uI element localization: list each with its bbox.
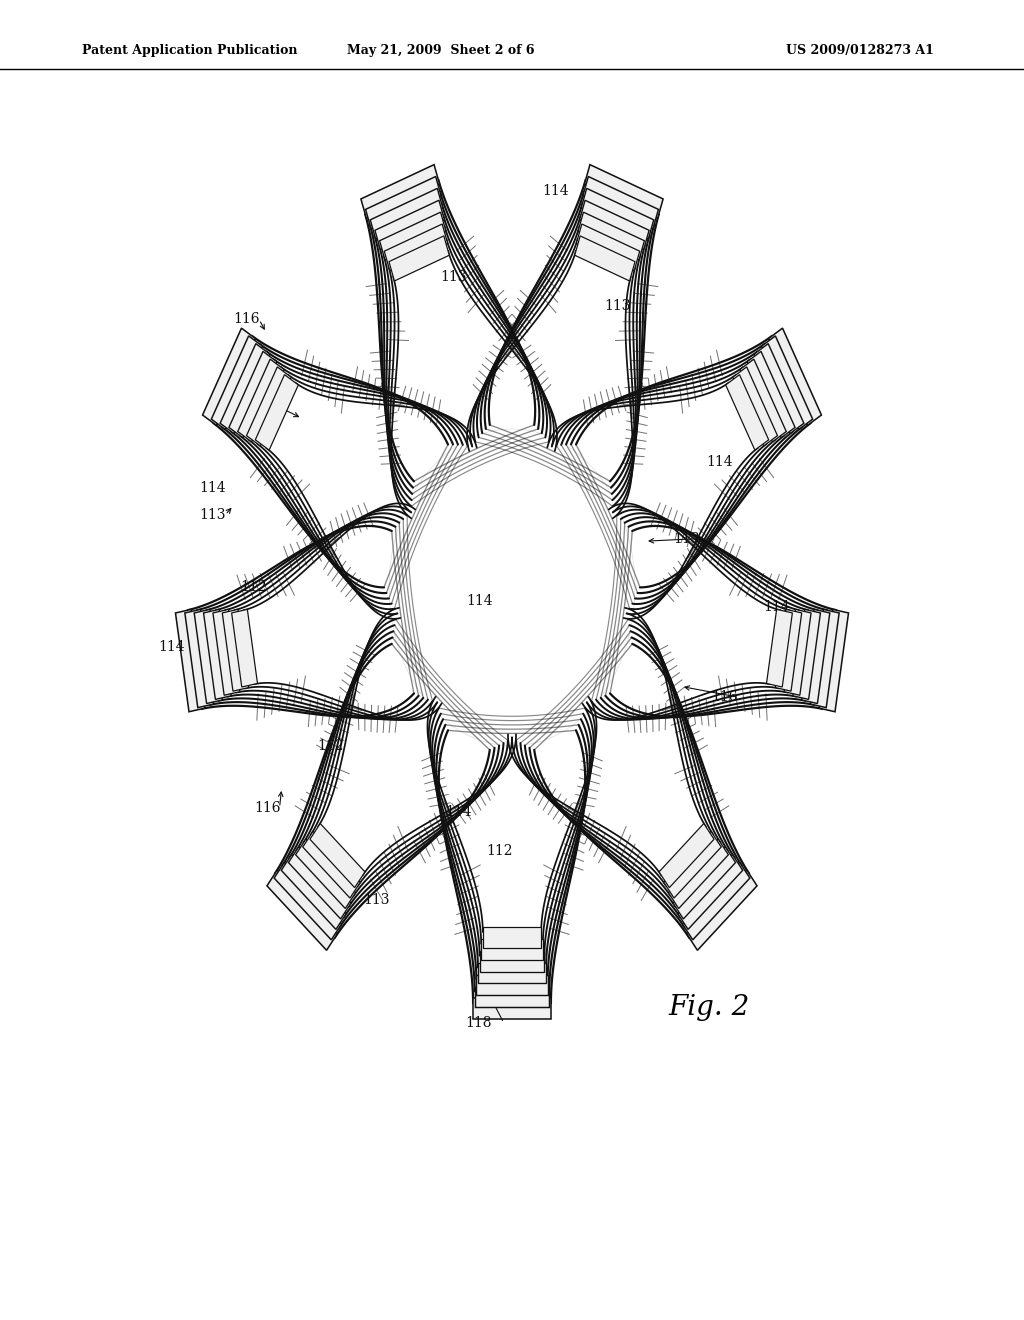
Text: 112: 112 (317, 739, 344, 752)
Polygon shape (282, 854, 346, 929)
Polygon shape (473, 998, 551, 1019)
Text: 114: 114 (763, 601, 790, 614)
Text: 112: 112 (589, 234, 615, 247)
Text: 118: 118 (465, 1016, 492, 1030)
Polygon shape (793, 610, 820, 700)
Polygon shape (733, 367, 777, 446)
Polygon shape (585, 165, 664, 218)
Polygon shape (726, 375, 769, 450)
Polygon shape (678, 854, 742, 929)
Text: 114: 114 (159, 640, 185, 653)
Polygon shape (577, 224, 640, 271)
Polygon shape (267, 870, 337, 950)
Text: 116: 116 (233, 313, 260, 326)
Text: 116: 116 (254, 801, 281, 814)
Polygon shape (185, 610, 214, 708)
Text: 113: 113 (364, 894, 390, 907)
Polygon shape (384, 224, 447, 271)
Polygon shape (247, 367, 291, 446)
Polygon shape (310, 824, 365, 887)
Polygon shape (476, 974, 548, 995)
Polygon shape (664, 832, 721, 898)
Polygon shape (740, 359, 786, 442)
Polygon shape (767, 610, 793, 686)
Polygon shape (819, 610, 849, 711)
Polygon shape (238, 359, 284, 442)
Polygon shape (231, 610, 257, 686)
Polygon shape (360, 165, 439, 218)
Polygon shape (669, 840, 728, 908)
Polygon shape (802, 610, 829, 704)
Polygon shape (195, 610, 222, 704)
Polygon shape (762, 335, 813, 429)
Text: 112: 112 (256, 403, 283, 416)
Text: 112: 112 (241, 581, 267, 594)
Text: 114: 114 (707, 455, 733, 469)
Text: Fig. 2: Fig. 2 (669, 994, 750, 1020)
Text: May 21, 2009  Sheet 2 of 6: May 21, 2009 Sheet 2 of 6 (346, 44, 535, 57)
Polygon shape (483, 927, 541, 948)
Text: 113: 113 (604, 300, 631, 313)
Polygon shape (220, 343, 269, 433)
Polygon shape (810, 610, 839, 708)
Polygon shape (274, 862, 342, 940)
Polygon shape (375, 201, 444, 249)
Polygon shape (580, 201, 649, 249)
Polygon shape (289, 846, 351, 919)
Polygon shape (478, 962, 546, 983)
Polygon shape (784, 610, 811, 696)
Polygon shape (222, 610, 249, 692)
Polygon shape (481, 939, 543, 960)
Text: 113: 113 (674, 532, 700, 545)
Polygon shape (583, 177, 658, 228)
Polygon shape (574, 236, 635, 281)
Polygon shape (175, 610, 205, 711)
Polygon shape (255, 375, 298, 450)
Polygon shape (687, 870, 757, 950)
Text: 113: 113 (200, 508, 226, 521)
Text: Patent Application Publication: Patent Application Publication (82, 44, 297, 57)
Polygon shape (229, 351, 276, 438)
Polygon shape (748, 351, 795, 438)
Polygon shape (582, 189, 653, 239)
Text: 112: 112 (486, 845, 513, 858)
Text: 114: 114 (466, 594, 493, 607)
Polygon shape (578, 213, 644, 260)
Polygon shape (213, 610, 240, 696)
Polygon shape (204, 610, 231, 700)
Text: 113: 113 (440, 271, 467, 284)
Polygon shape (673, 846, 735, 919)
Polygon shape (475, 986, 549, 1007)
Polygon shape (211, 335, 262, 429)
Text: US 2009/0128273 A1: US 2009/0128273 A1 (786, 44, 934, 57)
Polygon shape (775, 610, 802, 692)
Text: 116: 116 (712, 690, 738, 704)
Text: 114: 114 (445, 805, 472, 818)
Polygon shape (366, 177, 441, 228)
Polygon shape (755, 343, 804, 433)
Polygon shape (769, 329, 821, 425)
Text: 114: 114 (543, 185, 569, 198)
Polygon shape (389, 236, 450, 281)
Polygon shape (303, 832, 360, 898)
Text: 114: 114 (200, 482, 226, 495)
Text: 114: 114 (394, 198, 421, 211)
Polygon shape (682, 862, 750, 940)
Polygon shape (380, 213, 446, 260)
Polygon shape (296, 840, 355, 908)
Polygon shape (479, 950, 545, 972)
Polygon shape (659, 824, 714, 887)
Polygon shape (203, 329, 255, 425)
Polygon shape (371, 189, 442, 239)
